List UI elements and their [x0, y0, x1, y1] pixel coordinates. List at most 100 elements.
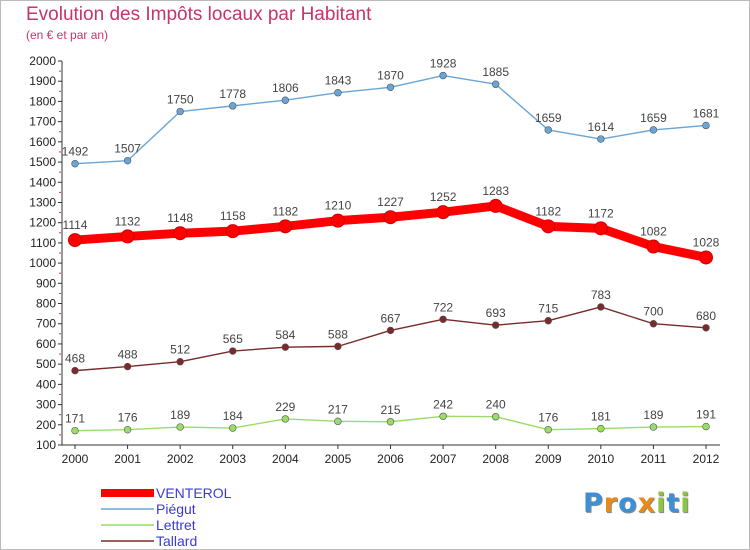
data-point — [491, 80, 500, 88]
data-label: 1681 — [693, 106, 720, 120]
y-tick-label: 700 — [36, 317, 56, 331]
data-point — [702, 324, 710, 332]
legend-label: Piégut — [156, 501, 196, 517]
data-point — [225, 224, 240, 239]
data-point — [439, 412, 447, 421]
x-tick-label: 2005 — [325, 452, 352, 466]
series-layer: 1492 1507 1750 1778 1806 1843 1870 1928 1885 1659… — [62, 57, 720, 435]
data-label: 1182 — [535, 204, 561, 218]
data-point — [646, 239, 661, 254]
logo-letter: i — [680, 488, 691, 519]
data-point — [71, 159, 79, 168]
data-point — [649, 126, 658, 134]
x-tick-label: 2001 — [114, 452, 141, 466]
y-tick-label: 1900 — [29, 74, 56, 88]
data-label: 1283 — [482, 184, 509, 198]
data-label: 171 — [65, 412, 85, 426]
data-label: 176 — [538, 411, 558, 425]
data-point — [699, 250, 713, 265]
x-tick-label: 2000 — [62, 452, 89, 466]
data-point — [71, 366, 79, 375]
data-point — [544, 425, 552, 434]
data-point — [176, 107, 184, 116]
data-point — [649, 423, 658, 431]
legend-item: VENTEROL — [101, 485, 232, 501]
legend-label: Lettret — [156, 517, 196, 533]
y-tick-label: 600 — [36, 337, 56, 351]
data-point — [176, 423, 184, 431]
data-point — [71, 426, 79, 435]
data-point — [597, 135, 605, 143]
data-point — [386, 83, 395, 91]
data-point — [593, 221, 608, 236]
data-label: 191 — [696, 408, 716, 422]
data-point — [439, 71, 447, 80]
x-tick-label: 2009 — [535, 452, 562, 466]
data-label: 189 — [643, 408, 663, 422]
x-tick-label: 2011 — [641, 452, 667, 466]
data-label: 584 — [275, 328, 295, 342]
data-point — [68, 233, 82, 248]
data-label: 1252 — [430, 190, 457, 204]
series-lettret: 171 176 189 184 229 217 215 242 240 176 181 189 191 — [65, 397, 716, 435]
legend-label: Tallard — [156, 533, 197, 549]
logo-letter: P — [583, 488, 604, 519]
data-point — [281, 96, 290, 104]
data-label: 240 — [486, 398, 506, 412]
series-piégut: 1492 1507 1750 1778 1806 1843 1870 1928 1885 1659… — [62, 57, 720, 168]
data-label: 715 — [538, 302, 558, 316]
data-label: 1132 — [115, 214, 141, 228]
data-point — [541, 219, 556, 234]
data-label: 1885 — [482, 65, 509, 79]
data-point — [334, 417, 342, 426]
data-point — [229, 424, 237, 432]
y-tick-label: 800 — [36, 297, 56, 311]
data-label: 512 — [170, 343, 190, 357]
data-label: 1182 — [272, 204, 298, 218]
logo-letter: o — [618, 488, 638, 519]
data-label: 680 — [696, 309, 716, 323]
y-tick-label: 1000 — [29, 256, 56, 270]
data-label: 1507 — [114, 142, 141, 156]
data-label: 1614 — [587, 120, 614, 134]
data-label: 229 — [275, 400, 295, 414]
data-label: 1778 — [219, 87, 246, 101]
y-tick-label: 1600 — [29, 135, 56, 149]
x-tick-label: 2006 — [377, 452, 404, 466]
y-tick-label: 1300 — [29, 195, 56, 209]
data-label: 1148 — [167, 211, 193, 225]
data-point — [278, 219, 293, 234]
legend-label: VENTEROL — [156, 485, 232, 501]
series-tallard: 468 488 512 565 584 588 667 722 693 715 783 700 680 — [65, 288, 716, 375]
data-point — [649, 320, 658, 328]
y-tick-label: 1400 — [29, 175, 56, 189]
data-label: 1806 — [272, 81, 299, 95]
data-point — [229, 102, 237, 110]
data-point — [491, 413, 500, 421]
data-point — [439, 315, 447, 323]
y-tick-label: 1500 — [29, 155, 56, 169]
data-label: 565 — [223, 332, 243, 346]
data-point — [173, 226, 188, 241]
data-label: 693 — [486, 306, 506, 320]
data-point — [120, 229, 135, 244]
data-point — [597, 424, 605, 433]
legend-item: Tallard — [101, 533, 197, 549]
data-point — [330, 213, 345, 228]
data-point — [334, 342, 342, 351]
data-label: 588 — [328, 327, 348, 341]
data-point — [702, 422, 710, 431]
y-tick-label: 900 — [36, 276, 56, 290]
data-label: 468 — [65, 352, 85, 366]
data-label: 667 — [380, 311, 400, 325]
data-label: 1028 — [693, 235, 720, 249]
data-label: 1928 — [430, 57, 457, 71]
data-point — [123, 362, 132, 371]
x-tick-label: 2010 — [587, 452, 614, 466]
data-point — [491, 321, 500, 329]
data-point — [386, 326, 395, 335]
data-label: 783 — [591, 288, 611, 302]
data-label: 1843 — [325, 74, 352, 88]
